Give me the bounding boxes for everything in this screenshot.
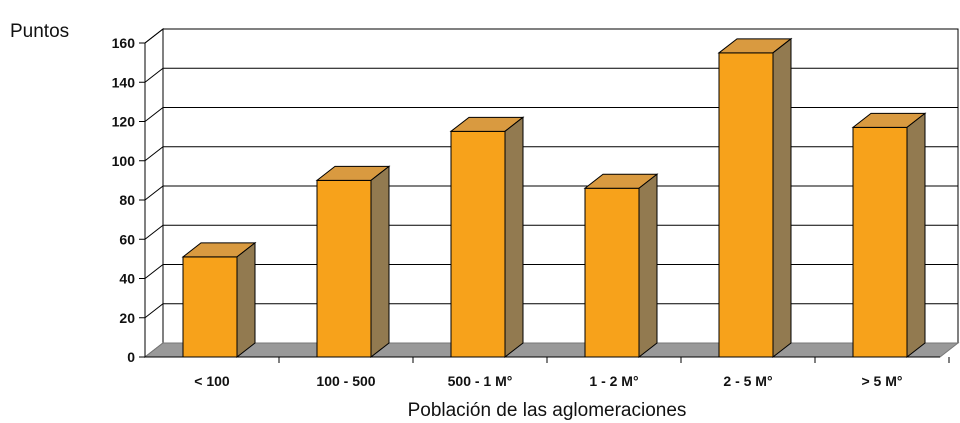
bar-front: [718, 52, 774, 358]
bar: [315, 165, 391, 359]
bars: [181, 37, 927, 359]
bar: [851, 112, 927, 359]
floor-plane: [143, 342, 960, 358]
x-tick-label: 100 - 500: [316, 373, 375, 389]
y-tick-label: 140: [112, 74, 136, 90]
y-tick-label: 60: [119, 231, 135, 247]
y-axis-ticks: 0 20 40 60 80 100 120 140 160: [112, 35, 145, 365]
gridline: [144, 303, 958, 319]
gridline: [144, 28, 958, 44]
gridline: [144, 67, 958, 83]
gridline: [144, 185, 958, 201]
gridline: [144, 264, 958, 279]
x-axis-title: Población de las aglomeraciones: [408, 400, 687, 421]
x-tick-label: 1 - 2 M°: [589, 373, 638, 389]
bar-side: [772, 37, 792, 359]
bar-side: [236, 241, 256, 359]
bar-side: [370, 165, 390, 359]
gridline: [144, 224, 958, 240]
bar-front: [584, 187, 640, 358]
bar: [717, 37, 793, 359]
y-tick-label: 80: [119, 192, 135, 208]
y-tick-label: 120: [112, 114, 136, 130]
bar: [583, 173, 659, 359]
x-tick-label: 500 - 1 M°: [448, 373, 513, 389]
bar-front: [316, 179, 372, 358]
x-tick-label: > 5 M°: [861, 373, 902, 389]
bar-front: [450, 130, 506, 358]
x-tick-label: 2 - 5 M°: [723, 373, 772, 389]
bar-front: [182, 256, 238, 358]
x-tick-label: < 100: [194, 373, 230, 389]
bar: [181, 241, 257, 359]
gridlines: [144, 28, 958, 319]
bar-front: [852, 126, 908, 358]
bar-side: [504, 116, 524, 359]
bar: [449, 116, 525, 359]
y-axis-title: Puntos: [10, 21, 69, 42]
y-tick-label: 0: [127, 349, 135, 365]
x-axis-ticks: < 100 100 - 500 500 - 1 M° 1 - 2 M° 2 - 5 M°…: [194, 357, 950, 389]
bar-side: [906, 112, 926, 359]
bar-side: [638, 173, 658, 359]
y-tick-label: 100: [112, 153, 136, 169]
y-tick-label: 40: [119, 271, 135, 287]
chart-walls: [144, 27, 959, 359]
gridline: [144, 107, 958, 122]
gridline: [144, 146, 958, 162]
y-tick-label: 20: [119, 310, 135, 326]
y-tick-label: 160: [112, 35, 136, 51]
